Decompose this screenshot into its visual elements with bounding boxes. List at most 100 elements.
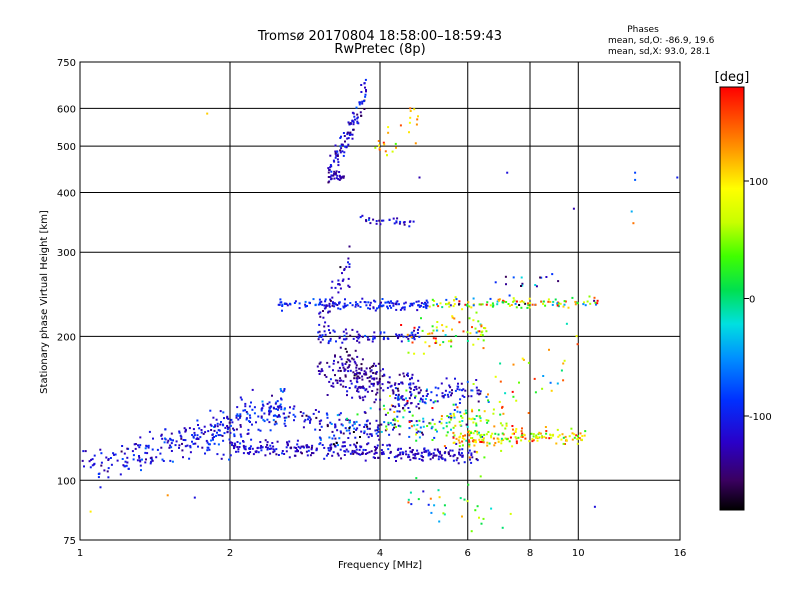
data-point <box>362 448 365 451</box>
data-point <box>382 219 385 222</box>
data-point <box>397 337 399 339</box>
data-point <box>301 414 304 417</box>
data-point <box>255 421 257 424</box>
data-point <box>431 439 434 441</box>
data-point <box>424 398 427 400</box>
data-point <box>410 503 413 506</box>
chart-title: Tromsø 20170804 18:58:00–18:59:43 <box>257 29 502 44</box>
data-point <box>346 137 349 140</box>
data-point <box>235 428 238 431</box>
data-point <box>361 451 364 454</box>
data-point <box>486 444 489 447</box>
data-point <box>339 287 342 290</box>
data-point <box>459 398 462 401</box>
data-point <box>283 416 286 419</box>
data-point <box>363 372 366 375</box>
data-point <box>320 368 323 371</box>
data-point <box>366 390 369 393</box>
data-point <box>483 327 485 329</box>
data-point <box>461 437 464 440</box>
data-point <box>548 348 550 351</box>
data-point <box>138 446 141 449</box>
data-point <box>411 341 414 344</box>
data-point <box>331 302 334 305</box>
data-point <box>576 343 579 346</box>
data-point <box>343 269 346 271</box>
data-point <box>364 334 367 337</box>
data-point <box>442 341 445 344</box>
data-point <box>329 154 332 157</box>
data-point <box>477 338 480 341</box>
data-point <box>318 422 321 425</box>
data-point <box>220 457 223 460</box>
data-point <box>527 361 530 364</box>
data-point <box>233 442 236 445</box>
data-point <box>449 418 452 421</box>
data-point <box>434 400 437 403</box>
data-point <box>126 456 129 459</box>
data-point <box>328 380 331 383</box>
data-point <box>175 440 178 443</box>
data-point <box>330 384 333 387</box>
stats-line-o: mean, sd,O: -86.9, 19.6 <box>608 36 715 46</box>
data-point <box>478 409 481 412</box>
data-point <box>401 395 403 398</box>
data-point <box>355 446 358 449</box>
plot-frame <box>79 61 681 541</box>
data-point <box>355 420 358 423</box>
data-point <box>365 420 368 423</box>
data-point <box>343 369 346 372</box>
data-point <box>453 434 456 437</box>
data-point <box>235 414 238 417</box>
data-point <box>476 505 479 508</box>
data-point <box>376 383 379 386</box>
data-point <box>420 317 422 320</box>
data-point <box>356 452 359 455</box>
data-point <box>475 424 478 427</box>
data-point <box>288 456 291 459</box>
data-point <box>355 369 358 372</box>
data-point <box>365 90 367 93</box>
data-point <box>259 429 262 432</box>
data-point <box>402 451 405 454</box>
data-points <box>81 78 679 533</box>
data-point <box>468 417 471 420</box>
data-point <box>478 393 481 396</box>
data-point <box>468 443 471 446</box>
data-point <box>412 456 415 459</box>
data-point <box>390 404 393 407</box>
data-point <box>475 386 478 389</box>
data-point <box>319 370 322 373</box>
data-point <box>428 451 431 454</box>
data-point <box>364 449 367 451</box>
data-point <box>239 424 242 426</box>
data-point <box>485 303 488 306</box>
data-point <box>455 298 458 301</box>
data-point <box>368 217 371 220</box>
data-point <box>373 401 376 404</box>
data-point <box>242 440 245 443</box>
data-point <box>415 300 418 303</box>
data-point <box>332 385 335 388</box>
data-point <box>269 444 272 447</box>
data-point <box>453 454 456 457</box>
data-point <box>394 397 397 400</box>
data-point <box>360 369 363 372</box>
data-point <box>288 302 291 305</box>
data-point <box>422 306 425 308</box>
data-point <box>459 411 462 414</box>
data-point <box>421 459 424 462</box>
data-point <box>489 304 492 307</box>
data-point <box>494 281 497 284</box>
data-point <box>149 462 152 465</box>
data-point <box>630 210 633 213</box>
data-point <box>283 453 286 455</box>
data-point <box>245 411 248 413</box>
data-point <box>452 426 455 429</box>
data-point <box>337 369 340 372</box>
data-point <box>393 417 396 420</box>
data-point <box>379 331 382 334</box>
data-point <box>382 452 385 455</box>
data-point <box>372 218 375 221</box>
data-point <box>481 334 484 337</box>
